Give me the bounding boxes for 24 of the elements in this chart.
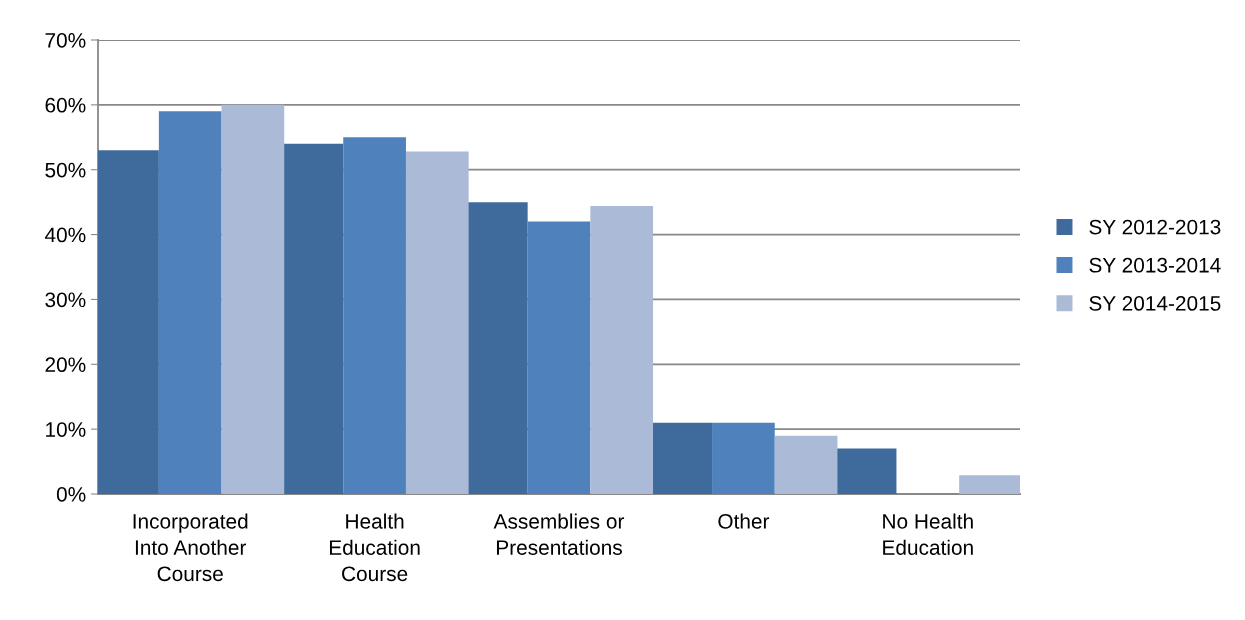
y-tick-label: 0% — [56, 487, 86, 502]
y-tick-label: 70% — [45, 33, 86, 48]
legend-label: SY 2012-2013 — [1089, 219, 1221, 235]
x-tick-label: No Health Education — [883, 513, 973, 555]
y-tick-label: 30% — [45, 292, 86, 308]
x-tick-label: Health Education Course — [329, 513, 420, 582]
bar — [527, 221, 591, 494]
y-tick-label: 10% — [46, 422, 86, 437]
bar — [405, 151, 469, 494]
legend-label: SY 2013-2014 — [1089, 257, 1221, 273]
y-tick-label: 60% — [45, 97, 86, 113]
bar — [158, 111, 222, 494]
x-tick-label: Incorporated Into Another Course — [133, 513, 248, 582]
bar — [590, 206, 654, 494]
bar — [221, 104, 285, 494]
bar — [343, 137, 406, 494]
y-tick-label: 50% — [45, 162, 86, 178]
y-tick-label: 20% — [45, 357, 86, 373]
bar — [712, 422, 775, 494]
bar — [774, 435, 838, 494]
y-tick-label: 40% — [44, 227, 86, 243]
x-tick-label: Assemblies or Presentations — [493, 513, 625, 555]
legend-label: SY 2014-2015 — [1089, 296, 1221, 311]
x-tick-label: Other — [718, 513, 770, 529]
